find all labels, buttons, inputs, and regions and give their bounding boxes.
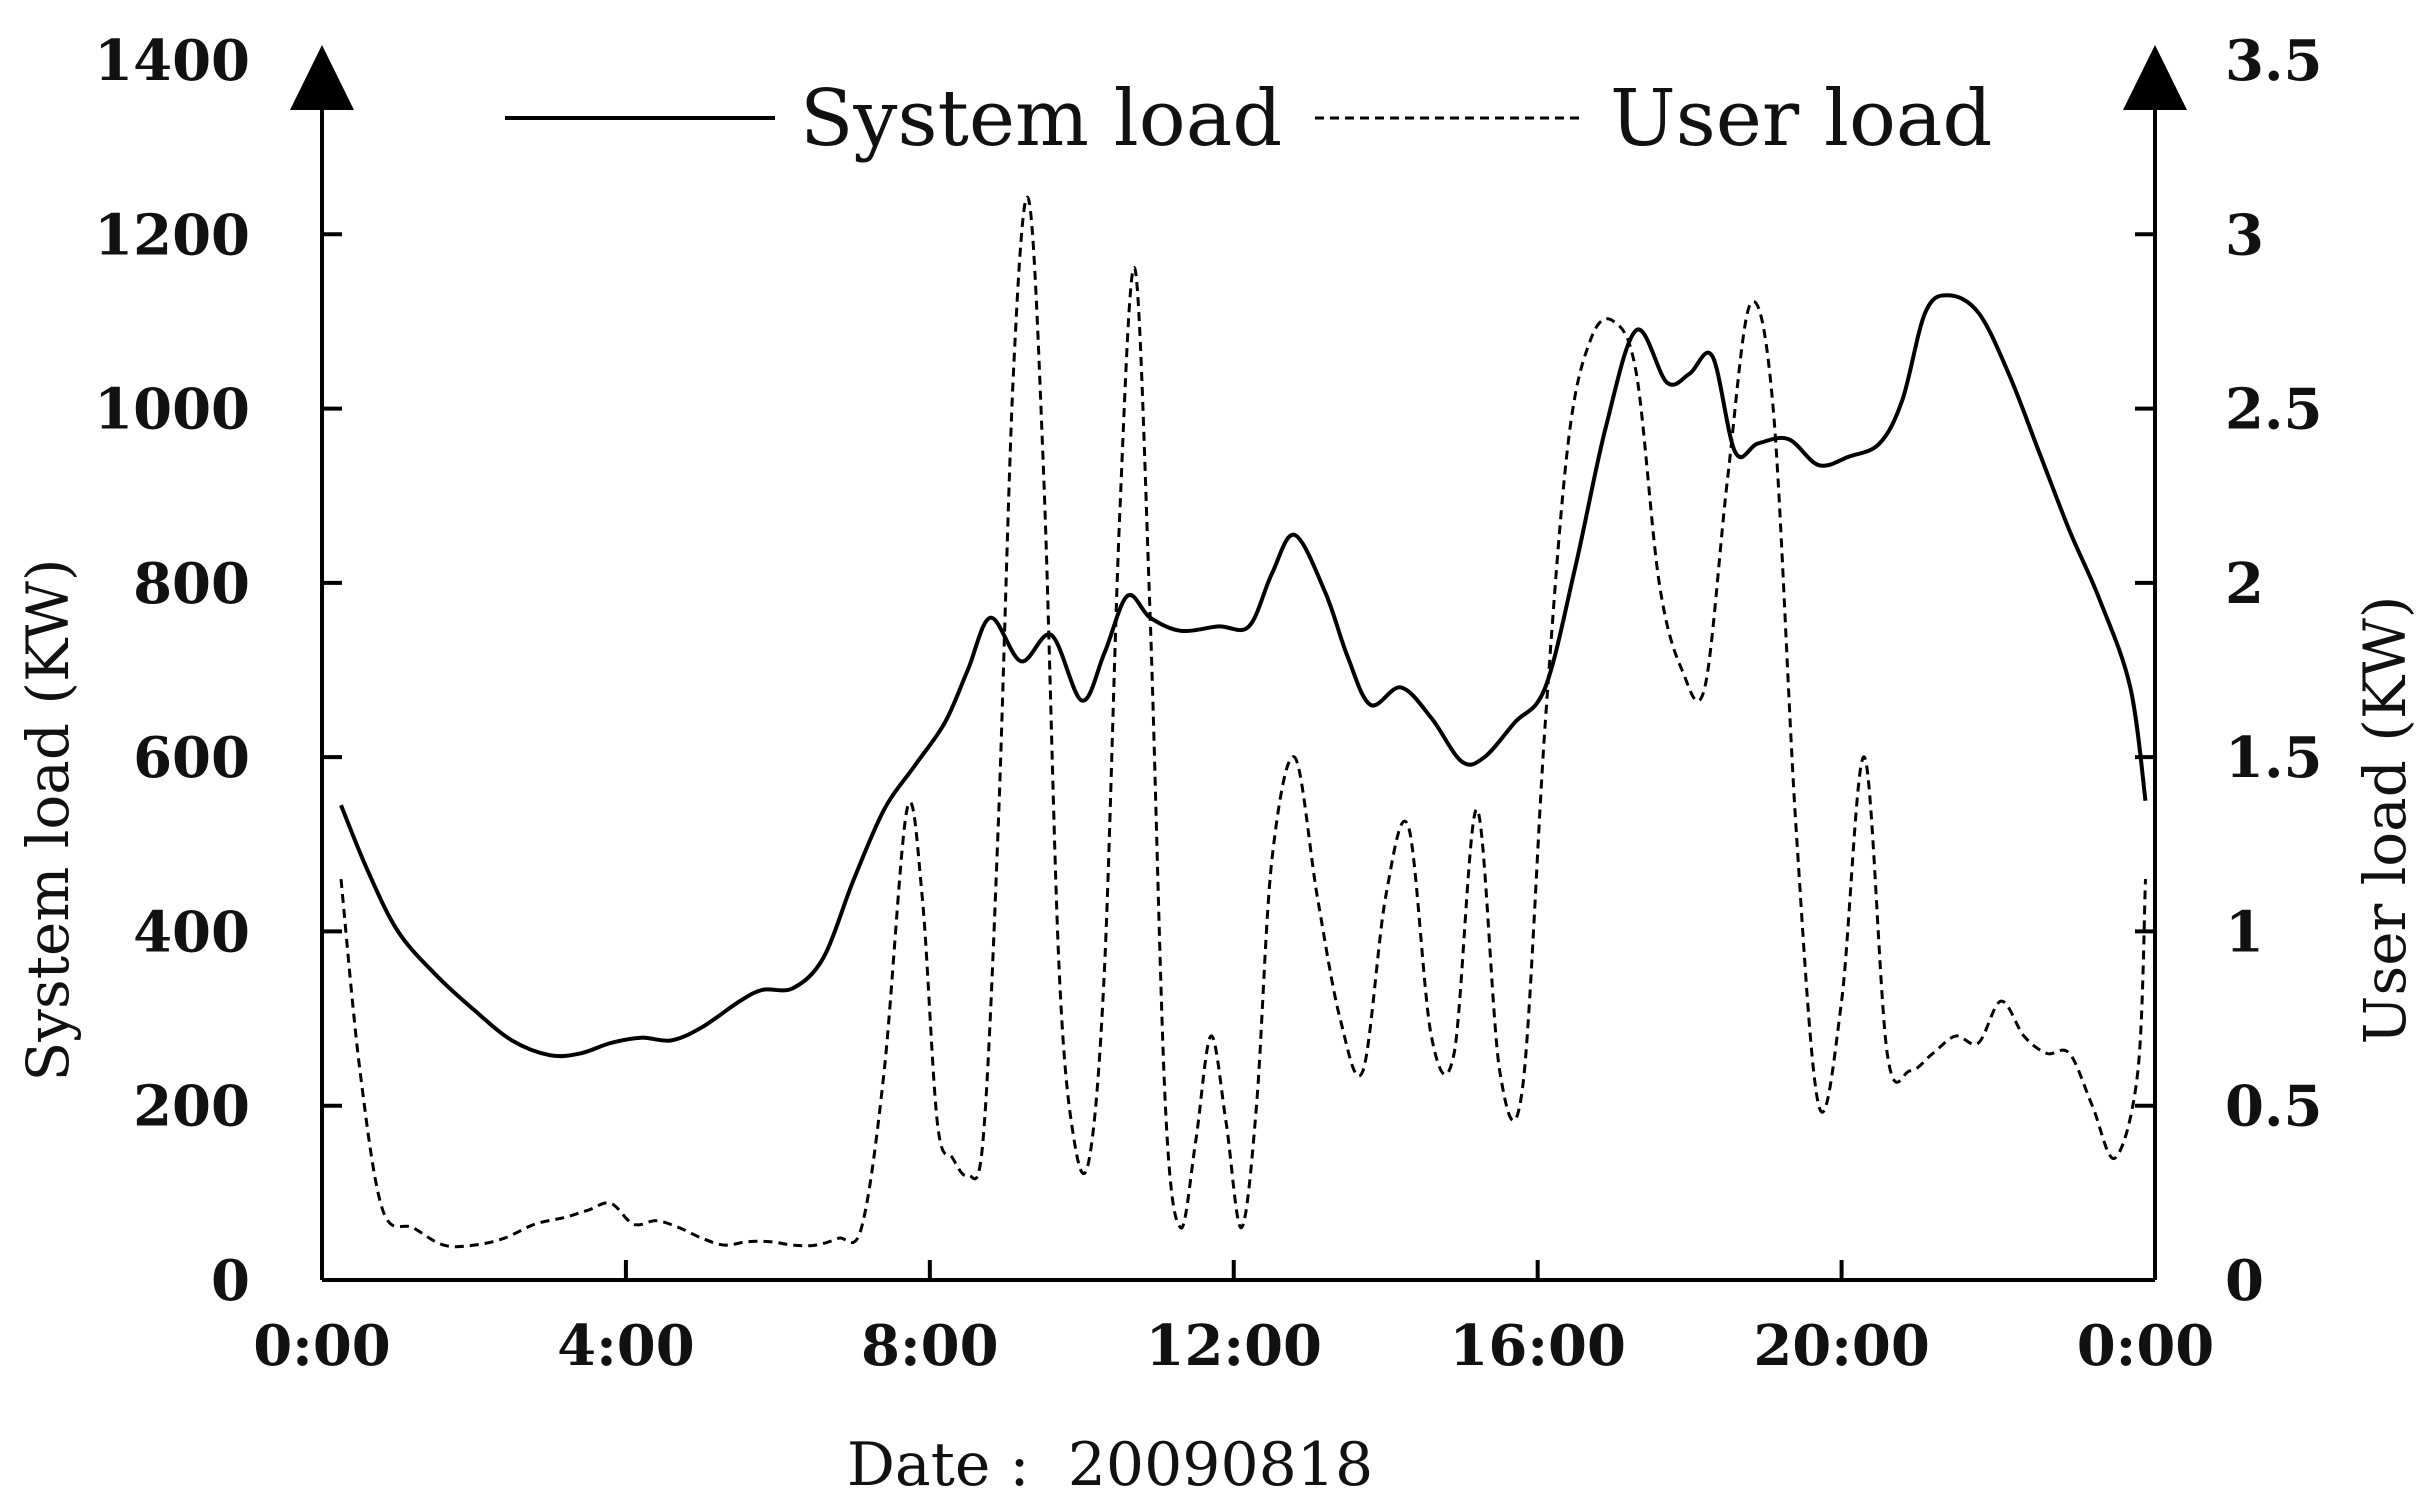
right-y-tick-label: 2.5 (2225, 377, 2322, 443)
right-y-tick-label: 0 (2225, 1248, 2264, 1314)
left-y-tick-label: 200 (133, 1074, 250, 1140)
right-y-tick-label: 3.5 (2225, 28, 2322, 94)
tick-labels: 0 200 400 600 800 1000 1200 1400 0 0.5 1 1.5 2 2.5 3 3.… (94, 28, 2322, 1379)
legend-user-load-label: User load (1610, 74, 1992, 164)
left-axis-arrow-icon (290, 45, 354, 110)
left-y-tick-label: 600 (133, 725, 250, 791)
right-axis-title: User load (KW) (2351, 596, 2419, 1045)
x-tick-label: 4:00 (557, 1313, 695, 1379)
legend-system-load-label: System load (800, 74, 1282, 164)
x-tick-label: 8:00 (861, 1313, 999, 1379)
right-y-tick-label: 0.5 (2225, 1074, 2322, 1140)
left-y-tick-label: 1200 (94, 202, 250, 268)
right-y-tick-label: 1 (2225, 899, 2264, 965)
x-tick-label: 16:00 (1449, 1313, 1626, 1379)
ticks (322, 232, 2155, 1280)
left-y-tick-label: 1000 (94, 377, 250, 443)
left-y-tick-label: 800 (133, 551, 250, 617)
left-y-tick-label: 0 (211, 1248, 250, 1314)
left-axis-title: System load (KW) (14, 558, 82, 1081)
series-lines (339, 195, 2148, 1249)
right-axis-arrow-icon (2123, 45, 2187, 110)
left-y-tick-label: 1400 (94, 28, 250, 94)
right-y-tick-label: 2 (2225, 551, 2264, 617)
legend: System load User load (505, 74, 1992, 164)
x-tick-label: 20:00 (1753, 1313, 1930, 1379)
user-load-line (339, 195, 2147, 1249)
right-y-tick-label: 1.5 (2225, 725, 2322, 791)
right-y-tick-label: 3 (2225, 202, 2264, 268)
x-tick-label: 12:00 (1145, 1313, 1322, 1379)
x-axis-title: Date : 20090818 (847, 1430, 1373, 1500)
left-y-tick-label: 400 (133, 899, 250, 965)
x-tick-label: 0:00 (253, 1313, 391, 1379)
system-load-line (339, 293, 2148, 1059)
axes (320, 80, 2157, 1282)
x-tick-label: 0:00 (2077, 1313, 2215, 1379)
